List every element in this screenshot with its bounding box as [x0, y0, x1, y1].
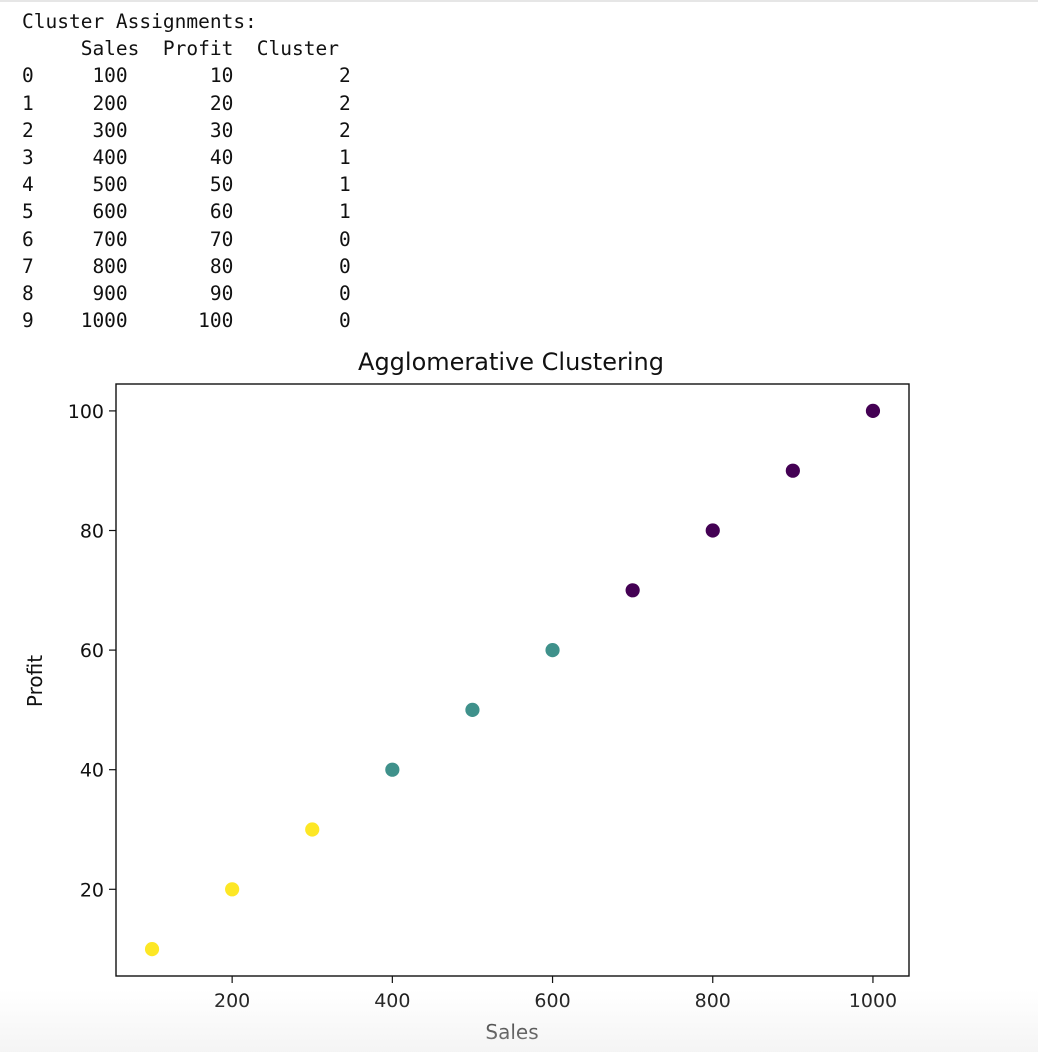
x-tick-label: 800	[695, 990, 731, 1012]
chart-title: Agglomerative Clustering	[358, 348, 664, 376]
x-axis-label: Sales	[485, 1020, 538, 1044]
plot-frame	[115, 383, 910, 977]
scatter-chart: Agglomerative Clustering 20 40 60 80 100 200…	[23, 348, 910, 1044]
scatter-point-cluster-1	[544, 642, 561, 659]
cluster-assignments-output: Cluster Assignments: Sales Profit Cluste…	[22, 10, 351, 333]
scatter-point-cluster-0	[704, 522, 721, 539]
scatter-point-cluster-1	[384, 761, 401, 778]
cell-top-divider	[0, 0, 1038, 2]
y-tick-label: 80	[80, 521, 104, 543]
y-tick-label: 40	[80, 760, 104, 782]
scatter-point-cluster-0	[865, 403, 881, 419]
x-tick-label: 1000	[849, 990, 897, 1012]
x-tick-label: 400	[374, 990, 410, 1012]
x-tick-label: 200	[214, 990, 250, 1012]
y-tick-label: 100	[68, 401, 104, 423]
y-tick-label: 20	[80, 879, 104, 901]
scatter-point-cluster-2	[144, 941, 160, 957]
y-tick-label: 60	[80, 640, 104, 662]
scatter-point-cluster-1	[464, 701, 481, 718]
scatter-point-cluster-2	[224, 881, 241, 898]
scatter-point-cluster-2	[304, 821, 321, 838]
x-tick-label: 600	[534, 990, 570, 1012]
scatter-point-cluster-0	[784, 462, 801, 479]
scatter-point-cluster-0	[624, 582, 641, 599]
y-axis-label: Profit	[23, 655, 47, 707]
